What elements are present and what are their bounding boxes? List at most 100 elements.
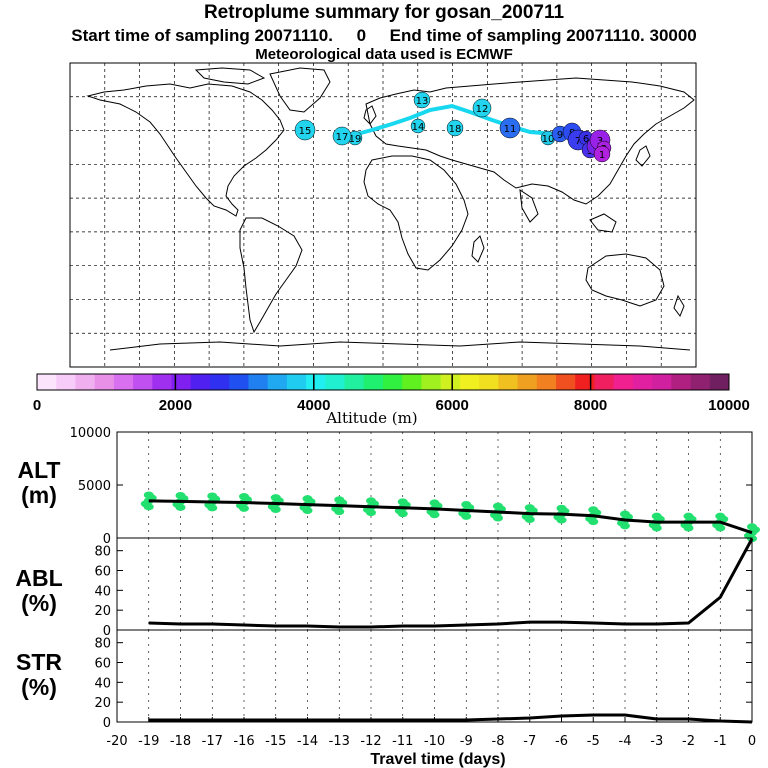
colorbar-swatch (421, 374, 442, 390)
y-tick-label: 40 (94, 676, 111, 691)
colorbar-swatch (594, 374, 615, 390)
trajectory-marker-label: 7 (575, 136, 581, 147)
colorbar-swatch (171, 374, 192, 390)
colorbar-swatch (133, 374, 153, 390)
trajectory-marker (446, 119, 464, 137)
trajectory-marker (332, 126, 352, 146)
trajectory-marker (472, 98, 492, 118)
altitude-point (620, 510, 630, 518)
colorbar-swatch (440, 374, 461, 390)
panel-alt: 0 5000 10000 (70, 426, 760, 547)
alt-label-unit: (m) (21, 482, 57, 508)
x-tick-label: 0 (748, 734, 756, 749)
colorbar-tick-label: 8000 (574, 397, 607, 414)
altitude-point (524, 504, 535, 512)
altitude-colorbar: 0 2000 4000 6000 8000 10000 (33, 373, 750, 414)
colorbar-swatch (613, 374, 634, 390)
altitude-point (747, 523, 757, 531)
trajectory-marker-label: 17 (336, 132, 349, 143)
altitude-point (334, 496, 345, 504)
x-axis-title: Travel time (days) (370, 751, 505, 768)
altitude-point (461, 501, 472, 509)
colorbar-swatch (152, 374, 173, 390)
altitude-point (239, 493, 249, 501)
altitude-point (397, 498, 408, 506)
trajectory-marker-label: 12 (476, 104, 489, 115)
colorbar-swatch (402, 374, 422, 390)
colorbar-swatch (575, 374, 595, 390)
colorbar-frame (36, 373, 730, 391)
y-tick-label: 0 (103, 624, 111, 639)
colorbar-swatch (479, 374, 499, 390)
x-tick-label: -11 (392, 734, 413, 749)
colorbar-swatch (56, 374, 76, 390)
x-tick-label: -18 (170, 734, 191, 749)
colorbar-swatch (459, 374, 480, 390)
colorbar-swatch (383, 374, 403, 390)
altitude-point (715, 512, 726, 520)
panel-abl: 0 20 40 60 80 (94, 537, 754, 639)
y-tick-label: 80 (94, 545, 111, 560)
trajectory-marker-label: 13 (416, 96, 429, 107)
x-tick-label: -4 (619, 734, 632, 749)
trajectory-marker (413, 91, 431, 109)
met-data-line: Meteorological data used is ECMWF (255, 46, 513, 63)
colorbar-tick-label: 10000 (708, 397, 750, 414)
y-tick-label: 20 (94, 696, 111, 711)
altitude-point (683, 512, 694, 520)
colorbar-swatch (363, 374, 384, 390)
colorbar-tick-label: 6000 (436, 397, 469, 414)
colorbar-swatch (210, 374, 230, 390)
y-tick-label: 40 (94, 584, 111, 599)
colorbar-swatch (536, 374, 557, 390)
alt-label-top: ALT (17, 457, 61, 483)
str-label-top: STR (16, 649, 62, 675)
series-line (148, 713, 753, 724)
colorbar-swatch (306, 374, 326, 390)
trajectory-marker (499, 117, 521, 139)
trajectory-marker-label: 9 (557, 130, 563, 141)
colorbar-swatch (517, 374, 538, 390)
x-tick-label: -6 (555, 734, 568, 749)
y-tick-label: 20 (94, 604, 111, 619)
x-tick-label: -1 (714, 734, 727, 749)
altitude-point (366, 497, 376, 505)
x-tick-label: -5 (587, 734, 600, 749)
trajectory-marker-label: 14 (412, 122, 425, 133)
colorbar-swatch (498, 374, 519, 390)
altitude-point (270, 494, 281, 502)
colorbar-swatch (671, 374, 692, 390)
coastlines (86, 67, 695, 351)
colorbar-swatch (652, 374, 672, 390)
y-tick-label: 10000 (70, 426, 111, 441)
colorbar-tick-label: 2000 (159, 397, 192, 414)
y-tick-label: 0 (103, 716, 111, 731)
x-tick-label: -3 (650, 734, 663, 749)
y-tick-label: 0 (103, 532, 111, 547)
altitude-point (143, 491, 154, 499)
colorbar-tick-label: 0 (33, 397, 41, 414)
trajectory-marker-label: 10 (542, 134, 555, 145)
x-tick-label: -2 (682, 734, 695, 749)
x-tick-label: -16 (233, 734, 254, 749)
altitude-point (651, 512, 662, 520)
trajectory-marker-label: 6 (583, 134, 589, 145)
colorbar-tick-label: 4000 (297, 397, 330, 414)
x-tick-label: -20 (106, 734, 127, 749)
trajectory-markers: 191817151413121110987654321 (294, 91, 612, 163)
x-tick-label: -14 (297, 734, 318, 749)
altitude-point (556, 504, 567, 512)
trajectory-marker-label: 3 (597, 136, 603, 147)
colorbar-swatch (94, 374, 115, 390)
sampling-time-line: Start time of sampling 20071110. 0 End t… (71, 26, 697, 45)
str-label-unit: (%) (21, 674, 57, 700)
x-tick-label: -15 (265, 734, 286, 749)
str-panel-label: STR (%) (4, 650, 74, 700)
altitude-point (493, 502, 503, 510)
map-graticule (70, 63, 696, 367)
colorbar-swatch (229, 374, 249, 390)
colorbar-swatch (75, 374, 96, 390)
colorbar-swatch (248, 374, 269, 390)
